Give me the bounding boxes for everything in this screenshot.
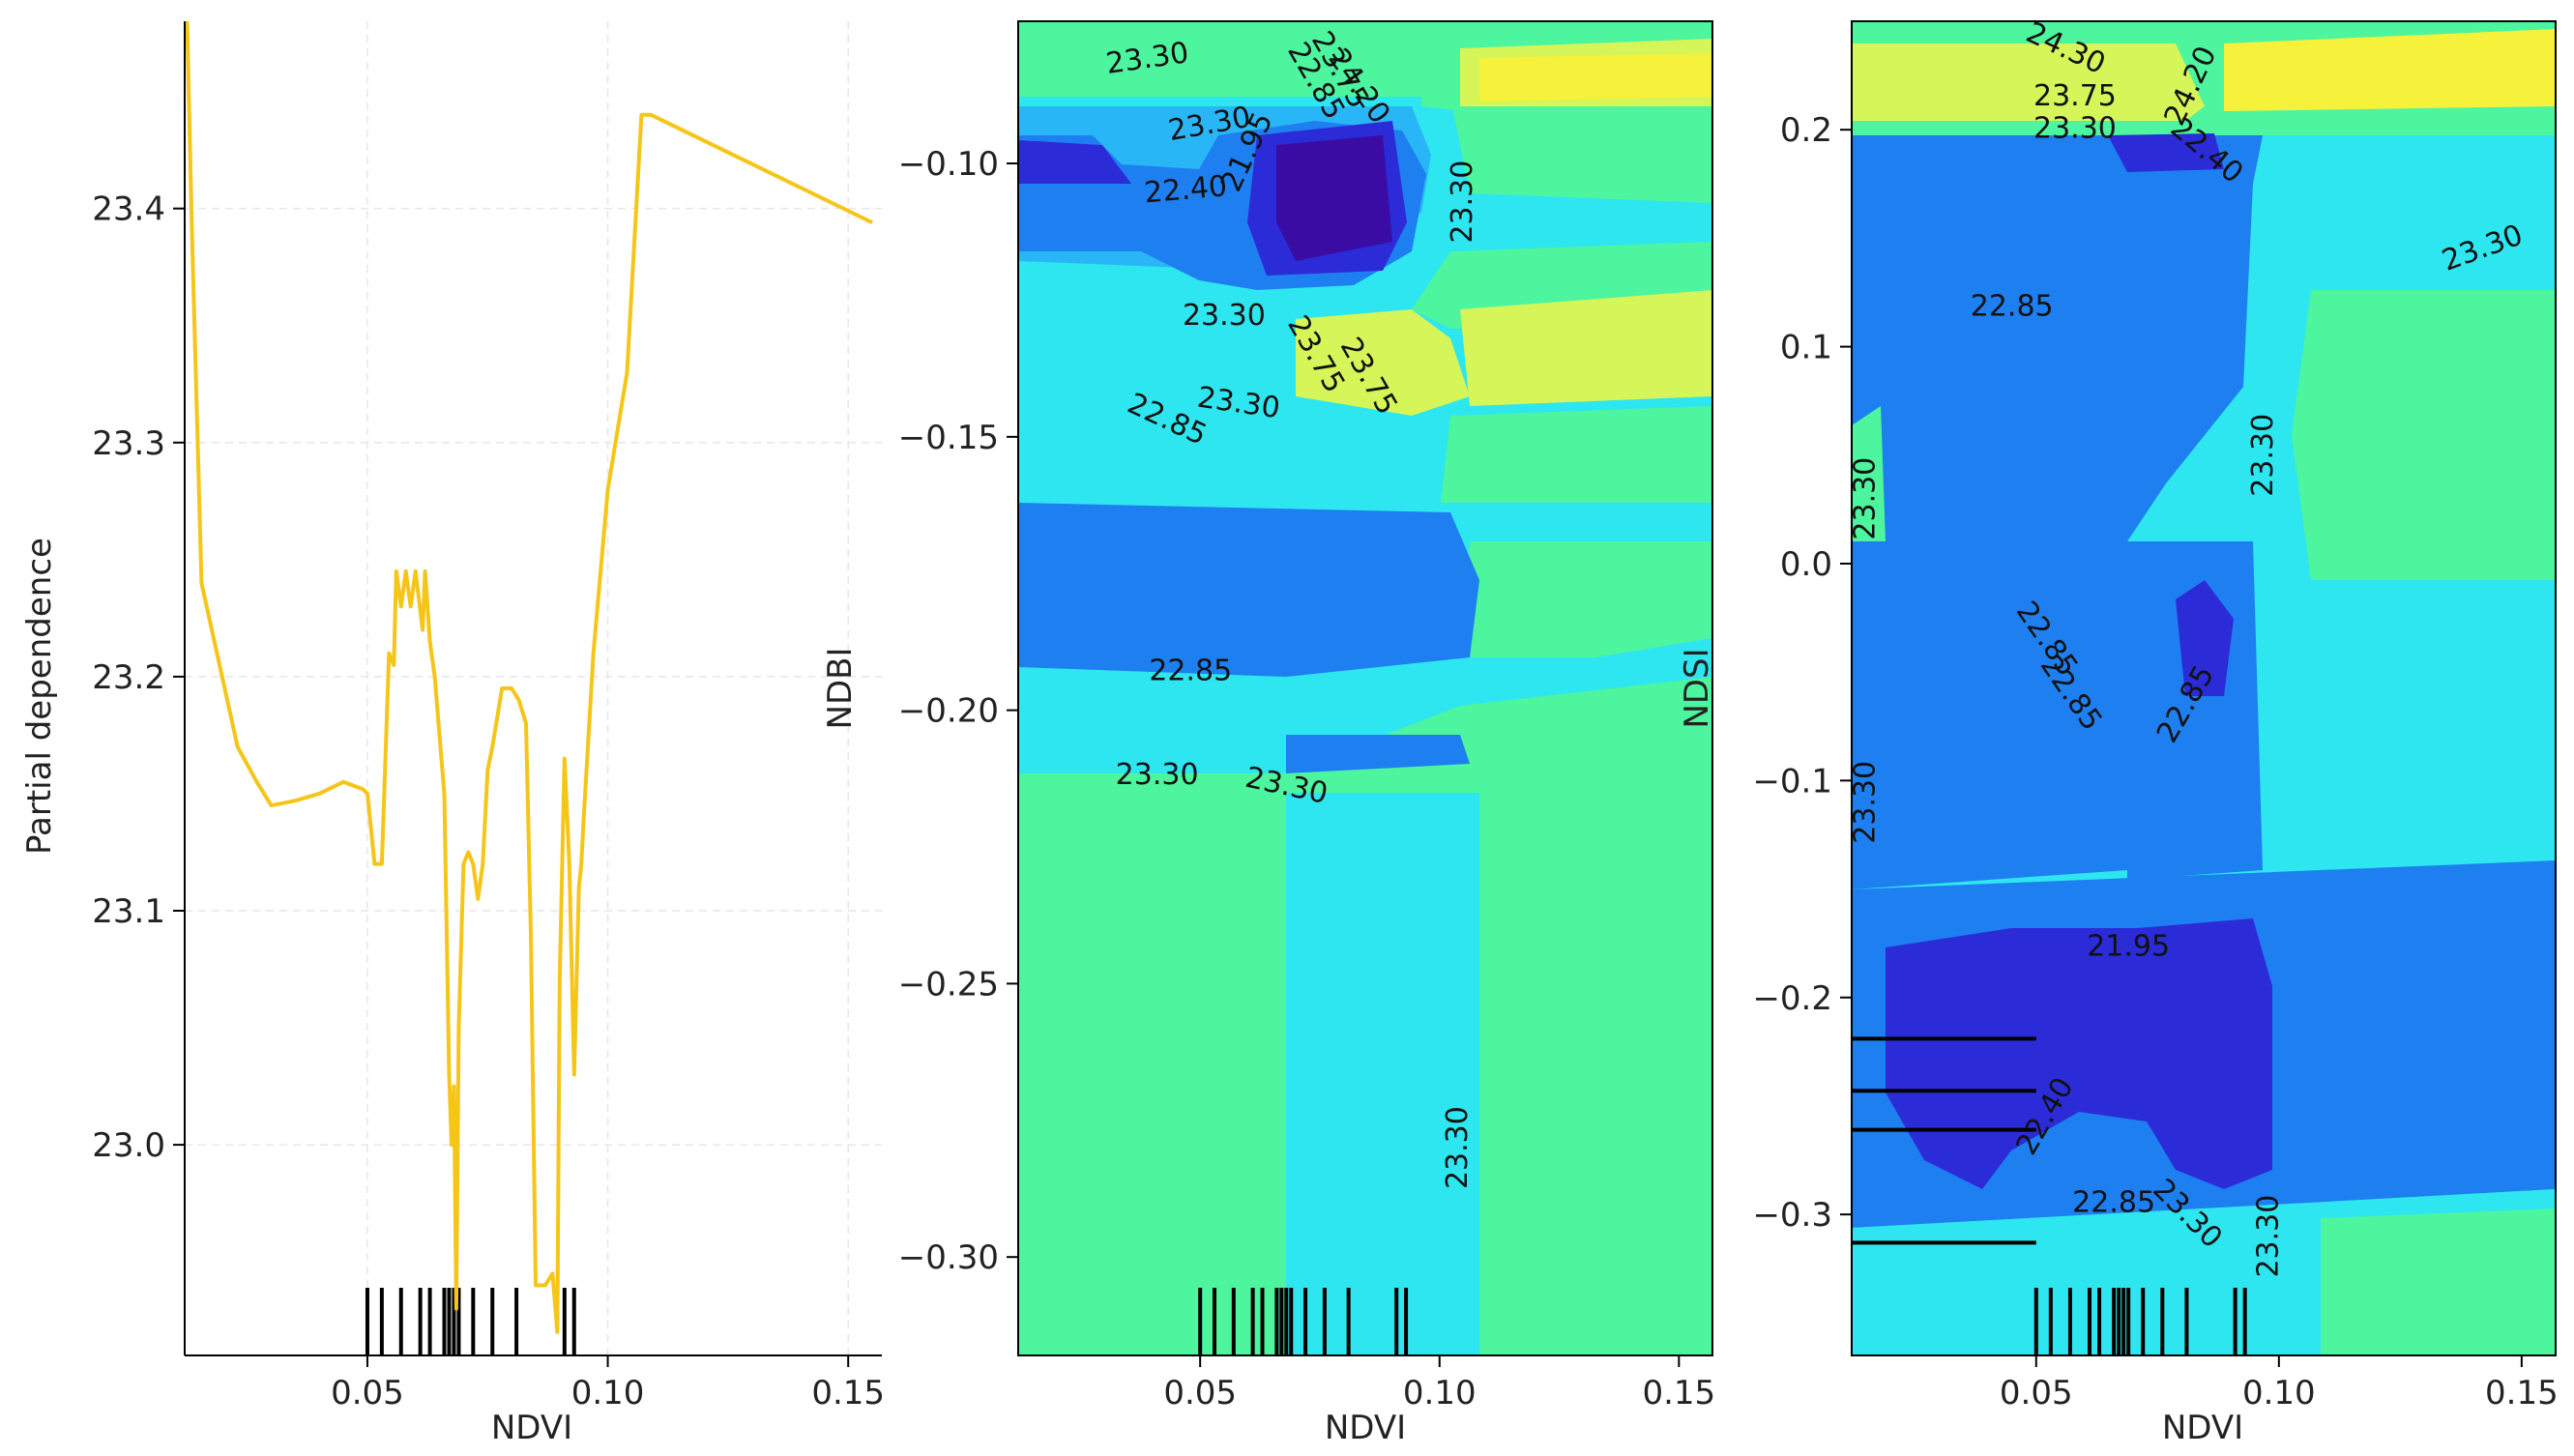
contour-band bbox=[1018, 686, 1286, 754]
contour-band bbox=[1286, 793, 1479, 1355]
x-tick-label: 0.15 bbox=[2485, 1374, 2559, 1412]
contour-band bbox=[1018, 503, 1479, 677]
contour-panel-frame bbox=[1017, 20, 1713, 1356]
contour-label: 23.30 bbox=[2246, 414, 2280, 497]
x-tick-label: 0.10 bbox=[571, 1374, 645, 1412]
contour-label: 22.85 bbox=[2072, 1185, 2155, 1219]
contour-label: 22.85 bbox=[1149, 655, 1232, 688]
contour-ndbi-y-axis-label: NDBI bbox=[821, 648, 860, 730]
contour-label: 23.30 bbox=[1849, 457, 1883, 540]
contour-band bbox=[2108, 133, 2224, 172]
y-tick-label: 23.2 bbox=[92, 658, 165, 697]
y-tick-label: 0.2 bbox=[1780, 111, 1832, 150]
pdp-line-grid bbox=[185, 21, 882, 1355]
contour-label: 23.30 bbox=[1849, 761, 1883, 844]
x-tick-label: 0.05 bbox=[2000, 1374, 2073, 1412]
contour-band bbox=[2176, 580, 2234, 696]
contour-band bbox=[1018, 140, 1131, 184]
contour-ndsi-x-axis-label: NDVI bbox=[2162, 1409, 2243, 1447]
y-tick-label: −0.30 bbox=[898, 1238, 999, 1277]
x-tick-label: 0.05 bbox=[331, 1374, 404, 1412]
contour-band bbox=[1852, 135, 2263, 889]
y-tick-label: −0.1 bbox=[1752, 762, 1832, 801]
contour-band bbox=[1886, 918, 2272, 1189]
y-tick-label: −0.20 bbox=[898, 692, 999, 731]
x-tick-label: 0.10 bbox=[1403, 1374, 1477, 1412]
pdp-line-y-axis-label: Partial dependence bbox=[20, 538, 59, 855]
x-tick-label: 0.05 bbox=[1163, 1374, 1237, 1412]
y-tick-label: −0.2 bbox=[1752, 979, 1832, 1018]
contour-label: 23.30 bbox=[2033, 112, 2117, 146]
contour-band bbox=[1479, 53, 1712, 102]
pdp-line-axes: 0.05 0.10 0.15 23.0 23.1 23.2 23.3 23.4 bbox=[92, 21, 885, 1412]
contour-rug-ndsi bbox=[1852, 1036, 2247, 1355]
y-tick-label: 23.1 bbox=[92, 892, 165, 931]
contour-band bbox=[1460, 290, 1712, 406]
contour-band bbox=[1018, 406, 1402, 503]
x-tick-label: 0.15 bbox=[1642, 1374, 1715, 1412]
contour-label: 23.30 bbox=[2251, 1195, 2285, 1278]
y-tick-label: 23.4 bbox=[92, 190, 165, 229]
y-tick-label: 0.1 bbox=[1780, 329, 1832, 367]
y-tick-label: −0.3 bbox=[1752, 1196, 1832, 1235]
contour-label: 22.40 bbox=[1143, 169, 1229, 210]
contour-band bbox=[1852, 44, 2205, 121]
pdp-line-panel: 0.05 0.10 0.15 23.0 23.1 23.2 23.3 23.4 NDVI Pa… bbox=[20, 20, 885, 1447]
y-tick-label: 0.0 bbox=[1780, 545, 1832, 584]
contour-band bbox=[1286, 735, 1470, 773]
y-tick-label: −0.10 bbox=[898, 145, 999, 184]
contour-label: 22.85 bbox=[1971, 290, 2054, 324]
y-tick-label: −0.25 bbox=[898, 965, 999, 1004]
contour-band bbox=[2311, 184, 2556, 300]
pdp-line-rug bbox=[365, 1288, 576, 1355]
contour-rug-ndbi bbox=[1198, 1288, 1409, 1355]
contour-label: 21.95 bbox=[2087, 930, 2170, 964]
contour-label: 23.30 bbox=[1116, 758, 1199, 792]
y-tick-label: 23.3 bbox=[92, 424, 165, 463]
pdp-line-x-axis-label: NDVI bbox=[491, 1409, 572, 1447]
contour-band bbox=[1276, 135, 1392, 261]
contour-band bbox=[1018, 754, 1286, 1355]
contour-band bbox=[1479, 802, 1712, 1355]
pdp-line-series bbox=[185, 20, 873, 1334]
x-tick-label: 0.15 bbox=[811, 1374, 885, 1412]
contour-ndsi-y-axis-label: NDSI bbox=[1678, 648, 1716, 728]
x-tick-label: 0.10 bbox=[2242, 1374, 2316, 1412]
contour-label: 23.30 bbox=[1446, 160, 1479, 244]
contour-band bbox=[1018, 21, 1421, 87]
contour-label: 23.30 bbox=[1183, 299, 1266, 333]
contour-band bbox=[1296, 309, 1470, 416]
contour-label: 23.75 bbox=[2033, 79, 2117, 113]
contour-band bbox=[2292, 290, 2556, 580]
contour-band bbox=[2321, 1208, 2556, 1355]
y-tick-label: 23.0 bbox=[92, 1126, 165, 1165]
y-tick-label: −0.15 bbox=[898, 419, 999, 457]
contour-band bbox=[2224, 29, 2556, 111]
contour-label: 23.30 bbox=[1441, 1106, 1475, 1189]
contour-panel-frame bbox=[1851, 20, 2557, 1356]
contour-axes-ndbi: 0.05 0.10 0.15 −0.10 −0.15 −0.20 −0.25 −0.30 bbox=[898, 145, 1715, 1412]
contour-ndbi-x-axis-label: NDVI bbox=[1325, 1409, 1406, 1447]
contour-axes-ndsi: 0.05 0.10 0.15 0.2 0.1 0.0 −0.1 −0.2 −0.3 bbox=[1752, 111, 2558, 1412]
contour-band bbox=[1852, 406, 1886, 541]
